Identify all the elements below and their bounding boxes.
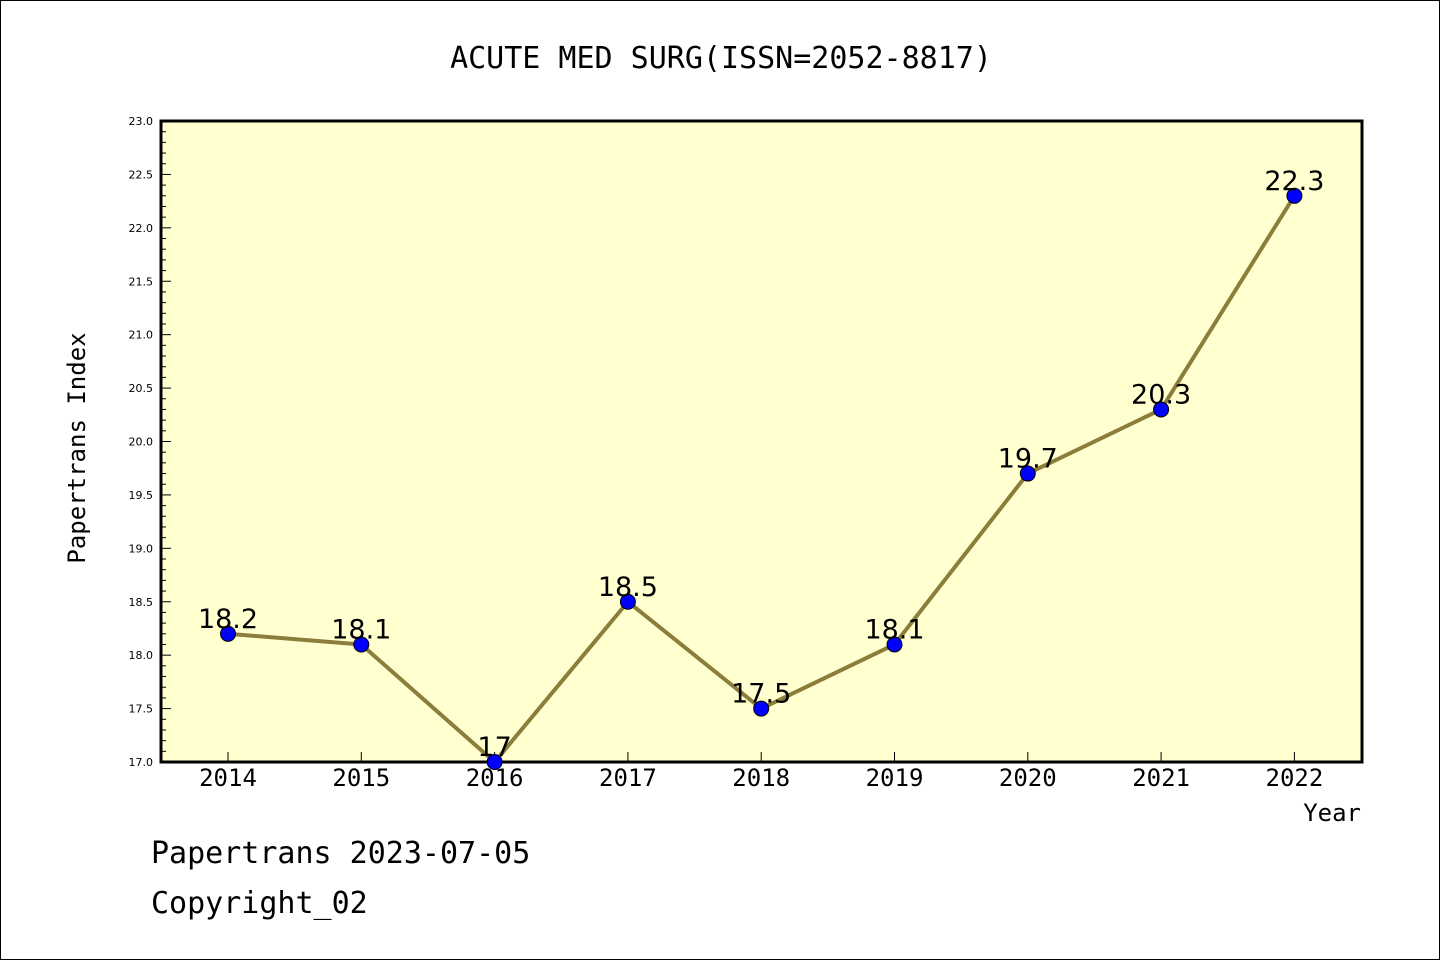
data-label: 18.2 bbox=[198, 604, 258, 635]
x-tick-label: 2015 bbox=[332, 764, 390, 792]
plot-area bbox=[159, 119, 1364, 764]
y-tick-label: 18.5 bbox=[129, 596, 154, 609]
x-tick-label: 2018 bbox=[732, 764, 790, 792]
data-point bbox=[753, 700, 770, 717]
y-axis-ticks: 17.0 17.5 18.0 18.5 19.0 19.5 20.0 20.5 21.0 21.5… bbox=[129, 115, 171, 769]
data-label: 17 bbox=[477, 732, 511, 763]
x-tick-label: 2014 bbox=[199, 764, 257, 792]
data-point bbox=[619, 593, 636, 610]
data-point bbox=[486, 754, 503, 770]
y-tick-label: 20.0 bbox=[129, 436, 154, 449]
x-tick-label: 2021 bbox=[1132, 764, 1190, 792]
data-point bbox=[220, 625, 236, 642]
data-labels: 18.2 18.1 17 18.5 17.5 18.1 19.7 20.3 22.3 bbox=[198, 166, 1325, 763]
data-label: 20.3 bbox=[1131, 379, 1191, 410]
x-tick-label: 2019 bbox=[866, 764, 924, 792]
x-tick-label: 2017 bbox=[599, 764, 657, 792]
y-tick-label: 23.0 bbox=[129, 115, 154, 128]
y-tick-label: 20.5 bbox=[129, 382, 154, 395]
data-label: 18.1 bbox=[331, 614, 391, 645]
y-tick-label: 17.0 bbox=[129, 756, 154, 769]
x-axis-label: Year bbox=[1303, 799, 1361, 827]
y-axis-label: Papertrans Index bbox=[63, 332, 91, 563]
data-label: 18.5 bbox=[598, 572, 658, 603]
data-label: 18.1 bbox=[864, 614, 924, 645]
y-tick-label: 21.5 bbox=[129, 275, 154, 288]
x-tick-label: 2020 bbox=[999, 764, 1057, 792]
data-label: 22.3 bbox=[1264, 166, 1324, 197]
y-tick-label: 18.0 bbox=[129, 649, 154, 662]
data-markers bbox=[220, 187, 1303, 770]
data-point bbox=[1286, 187, 1303, 204]
y-tick-label: 17.5 bbox=[129, 703, 154, 716]
y-tick-label: 21.0 bbox=[129, 329, 154, 342]
x-axis-ticks: 2014 2015 2016 2017 2018 2019 2020 2021 2022 bbox=[199, 752, 1323, 792]
y-tick-label: 22.0 bbox=[129, 222, 154, 235]
y-tick-label: 19.5 bbox=[129, 489, 154, 502]
footer-date-line: Papertrans 2023-07-05 bbox=[151, 836, 531, 871]
data-point bbox=[886, 636, 903, 653]
footer-copyright-line: Copyright_02 bbox=[151, 886, 368, 921]
x-tick-label: 2022 bbox=[1266, 764, 1324, 792]
data-point bbox=[1153, 401, 1170, 418]
data-point bbox=[353, 636, 370, 653]
chart-title: ACUTE MED SURG(ISSN=2052-8817) bbox=[450, 41, 992, 76]
y-minor-ticks bbox=[161, 131, 166, 752]
data-label: 17.5 bbox=[731, 679, 791, 710]
y-tick-label: 22.5 bbox=[129, 168, 154, 181]
y-tick-label: 19.0 bbox=[129, 542, 154, 555]
data-point bbox=[1019, 465, 1036, 482]
data-label: 19.7 bbox=[998, 444, 1058, 475]
